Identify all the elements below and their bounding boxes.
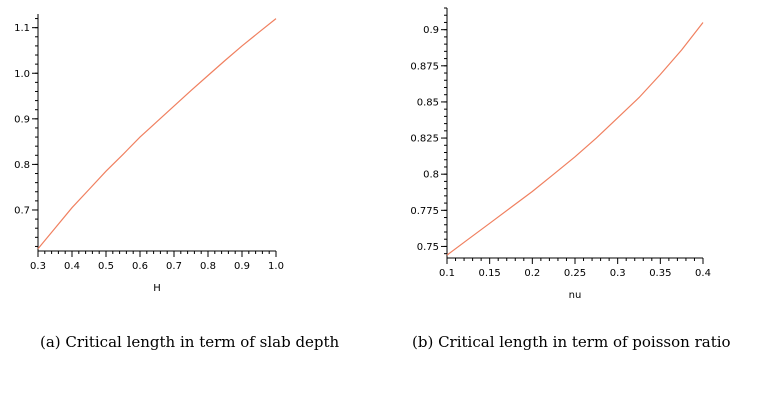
chart-a-y-tick-label: 1.0 (14, 69, 30, 80)
chart-b-x-tick-label: 0.3 (610, 268, 626, 279)
chart-a-y-tick-label: 1.1 (14, 23, 30, 34)
chart-b-x-tick-label: 0.4 (695, 268, 711, 279)
chart-b-x-tick-label: 0.15 (479, 268, 501, 279)
chart-b-x-tick-label: 0.25 (564, 268, 586, 279)
chart-b-series-line (446, 22, 704, 256)
chart-a-x-tick-label: 0.4 (64, 261, 80, 272)
chart-a: 0.3 0.4 0.5 0.6 0.7 0.8 0.9 1.0 H 0.7 0.8 0.9 1.0 1.… (14, 14, 284, 294)
chart-a-y-tick-label: 0.9 (14, 114, 30, 125)
chart-a-y-tick-label: 0.8 (14, 160, 30, 171)
chart-b-y-tick-label: 0.9 (423, 25, 439, 36)
chart-b-x-tick-label: 0.1 (439, 268, 455, 279)
chart-a-x-tick-label: 0.6 (132, 261, 148, 272)
chart-b-x-axis-title: nu (569, 290, 582, 301)
chart-a-series-line (37, 18, 277, 250)
chart-a-x-tick-label: 0.8 (200, 261, 216, 272)
chart-b-y-tick-label: 0.85 (417, 97, 439, 108)
chart-b-x-tick-label: 0.35 (649, 268, 671, 279)
chart-b-y-axis: 0.75 0.775 0.8 0.825 0.85 0.875 0.9 (410, 7, 448, 258)
chart-a-x-tick-label: 0.9 (234, 261, 250, 272)
chart-a-x-tick-label: 0.5 (98, 261, 114, 272)
chart-a-y-tick-label: 0.7 (14, 205, 30, 216)
chart-b-y-tick-label: 0.75 (417, 242, 439, 253)
chart-b-x-tick-label: 0.2 (524, 268, 540, 279)
caption-b: (b) Critical length in term of poisson r… (412, 333, 731, 351)
chart-b-y-tick-label: 0.875 (410, 61, 439, 72)
chart-b-series (446, 22, 704, 256)
chart-b: 0.1 0.15 0.2 0.25 0.3 0.35 0.4nu 0.750.7750.80… (410, 7, 711, 301)
chart-a-x-axis: 0.3 0.4 0.5 0.6 0.7 0.8 0.9 1.0 H (30, 250, 284, 294)
chart-b-y-tick-label: 0.8 (423, 170, 439, 181)
chart-a-x-tick-label: 0.7 (166, 261, 182, 272)
chart-b-y-tick-label: 0.825 (410, 134, 439, 145)
chart-b-y-tick-label: 0.775 (410, 206, 439, 217)
chart-a-x-tick-label: 0.3 (30, 261, 46, 272)
chart-a-series (37, 18, 277, 250)
chart-a-y-axis: 0.7 0.8 0.9 1.0 1.1 (14, 14, 39, 251)
chart-a-x-axis-title: H (153, 283, 161, 294)
caption-a: (a) Critical length in term of slab dept… (40, 333, 340, 351)
chart-a-x-tick-label: 1.0 (268, 261, 284, 272)
chart-b-x-axis: 0.1 0.15 0.2 0.25 0.3 0.35 0.4 nu (439, 257, 711, 301)
